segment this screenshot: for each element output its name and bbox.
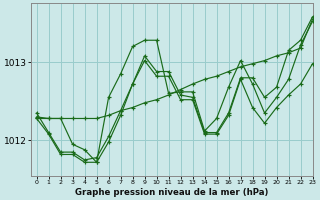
X-axis label: Graphe pression niveau de la mer (hPa): Graphe pression niveau de la mer (hPa) [75, 188, 268, 197]
